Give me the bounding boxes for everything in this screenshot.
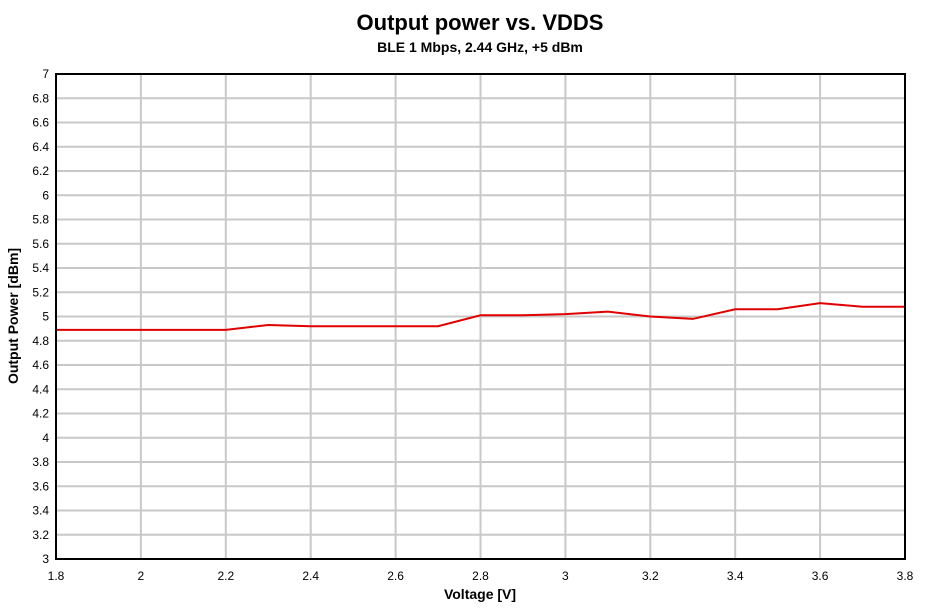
x-tick-label: 2.6 xyxy=(387,569,404,583)
x-tick-label: 3.2 xyxy=(642,569,659,583)
series-line xyxy=(56,302,905,331)
x-tick-labels: 1.8 2 2.2 2.4 2.6 2.8 3 3.2 3.4 3.6 3.8 xyxy=(48,569,914,583)
y-tick-label: 6.4 xyxy=(32,140,49,154)
y-tick-label: 5 xyxy=(42,310,49,324)
y-tick-label: 3.6 xyxy=(32,479,49,493)
x-tick-label: 2.8 xyxy=(472,569,489,583)
y-tick-label: 4 xyxy=(42,431,49,445)
y-axis-label: Output Power [dBm] xyxy=(5,248,21,384)
y-tick-label: 7 xyxy=(42,67,49,81)
y-tick-label: 4.2 xyxy=(32,407,49,421)
y-tick-label: 3.4 xyxy=(32,504,49,518)
y-tick-label: 6.6 xyxy=(32,116,49,130)
y-tick-label: 4.6 xyxy=(32,358,49,372)
x-tick-label: 3 xyxy=(562,569,569,583)
x-tick-label: 2.4 xyxy=(302,569,319,583)
x-axis-label: Voltage [V] xyxy=(444,586,516,602)
y-tick-labels: 3 3.2 3.4 3.6 3.8 4 4.2 4.4 4.6 4.8 5 5.2 5.4 5.6 5.8 6… xyxy=(32,67,49,566)
x-tick-label: 3.6 xyxy=(812,569,829,583)
y-tick-label: 5.6 xyxy=(32,237,49,251)
y-tick-label: 3.8 xyxy=(32,455,49,469)
y-tick-label: 3 xyxy=(42,552,49,566)
y-tick-label: 6.2 xyxy=(32,164,49,178)
chart-title: Output power vs. VDDS xyxy=(357,10,604,35)
x-tick-label: 2 xyxy=(138,569,145,583)
plot-frame xyxy=(55,73,906,560)
y-tick-label: 3.2 xyxy=(32,528,49,542)
y-tick-label: 5.8 xyxy=(32,213,49,227)
y-tick-label: 5.4 xyxy=(32,261,49,275)
y-tick-label: 4.8 xyxy=(32,334,49,348)
y-tick-label: 4.4 xyxy=(32,382,49,396)
y-tick-label: 6 xyxy=(42,188,49,202)
chart-subtitle: BLE 1 Mbps, 2.44 GHz, +5 dBm xyxy=(377,39,583,55)
y-tick-label: 5.2 xyxy=(32,285,49,299)
y-tick-label: 6.8 xyxy=(32,91,49,105)
x-tick-label: 1.8 xyxy=(48,569,65,583)
x-tick-label: 3.8 xyxy=(897,569,914,583)
grid xyxy=(55,73,906,560)
x-tick-label: 3.4 xyxy=(727,569,744,583)
plot-series xyxy=(56,302,905,331)
x-tick-label: 2.2 xyxy=(217,569,234,583)
